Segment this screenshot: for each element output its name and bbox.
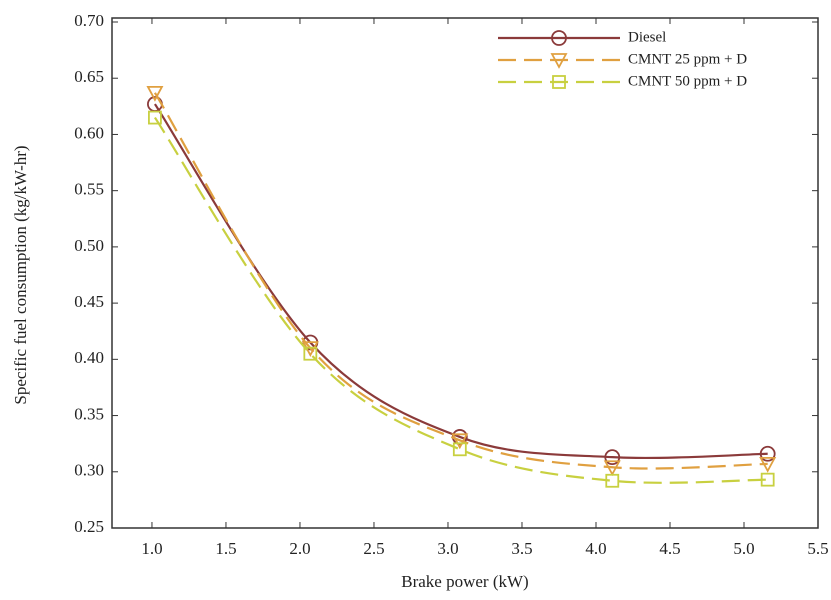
legend-label: Diesel — [628, 29, 666, 45]
y-tick-label: 0.45 — [74, 292, 104, 311]
series-line — [154, 103, 768, 460]
y-tick-label: 0.60 — [74, 123, 104, 142]
x-tick-label: 3.5 — [511, 539, 532, 558]
y-tick-label: 0.70 — [74, 11, 104, 30]
marker — [451, 433, 469, 450]
marker — [452, 442, 467, 457]
y-tick-label: 0.40 — [74, 348, 104, 367]
series-line — [153, 92, 768, 470]
y-tick-label: 0.50 — [74, 236, 104, 255]
x-tick-label: 1.0 — [141, 539, 162, 558]
marker — [146, 85, 164, 102]
legend-marker — [551, 30, 567, 46]
x-tick-label: 3.0 — [437, 539, 458, 558]
series-line — [154, 116, 768, 484]
marker — [603, 460, 621, 477]
y-tick-label: 0.30 — [74, 461, 104, 480]
x-tick-label: 1.5 — [215, 539, 236, 558]
legend-label: CMNT 50 ppm + D — [628, 73, 747, 89]
marker — [759, 445, 776, 462]
y-tick-label: 0.55 — [74, 180, 104, 199]
marker — [604, 449, 621, 466]
marker — [759, 457, 777, 473]
marker — [303, 346, 318, 361]
y-tick-label: 0.35 — [74, 404, 104, 423]
y-axis-label: Specific fuel consumption (kg/kW-hr) — [11, 145, 30, 404]
marker — [760, 472, 775, 487]
x-tick-label: 2.0 — [289, 539, 310, 558]
x-tick-label: 4.5 — [659, 539, 680, 558]
x-tick-label: 2.5 — [363, 539, 384, 558]
plot-frame — [111, 17, 819, 529]
legend-marker — [550, 53, 568, 69]
y-tick-label: 0.25 — [74, 517, 104, 536]
legend: Diesel CMNT 25 ppm + D CMNT 50 ppm + D — [498, 29, 747, 89]
x-tick-label: 5.5 — [807, 539, 828, 558]
x-tick-label: 5.0 — [733, 539, 754, 558]
x-tick-label: 4.0 — [585, 539, 606, 558]
legend-label: CMNT 25 ppm + D — [628, 51, 747, 67]
y-tick-label: 0.65 — [74, 67, 104, 86]
x-axis-label: Brake power (kW) — [401, 572, 528, 591]
marker — [148, 110, 162, 125]
marker — [605, 473, 620, 488]
legend-marker — [552, 75, 566, 89]
